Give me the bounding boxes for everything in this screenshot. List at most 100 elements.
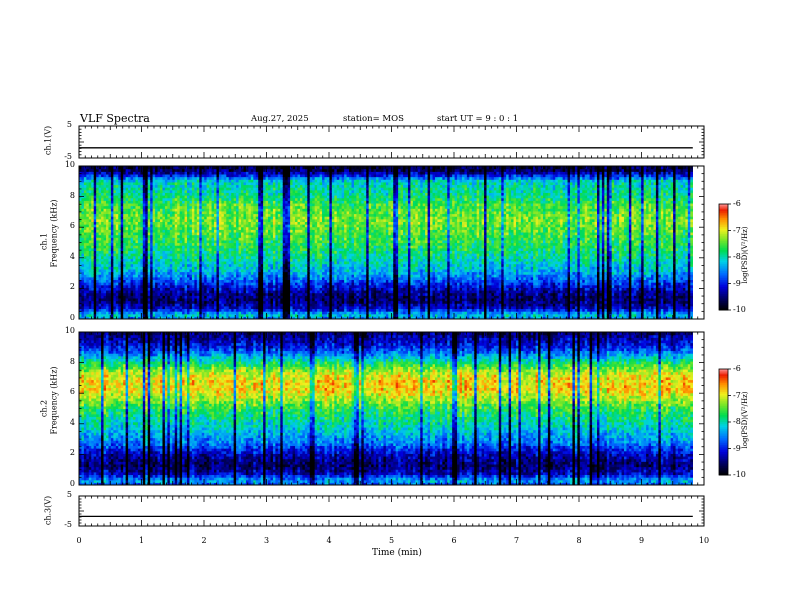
- spectrogram-cell: [167, 247, 171, 252]
- spectrogram-cell: [88, 184, 92, 188]
- spectrogram-cell: [103, 221, 107, 225]
- spectrogram-cell: [123, 295, 127, 299]
- spectrogram-cell: [184, 231, 188, 236]
- spectrogram-cell: [182, 237, 186, 241]
- spectrogram-cell: [103, 279, 107, 283]
- spectrogram-cell: [150, 239, 154, 244]
- spectrogram-cell: [157, 192, 161, 196]
- spectrogram-cell: [86, 192, 90, 196]
- spectrogram-cell: [184, 208, 188, 212]
- spectrogram-cell: [157, 181, 161, 186]
- spectrogram-cell: [182, 292, 186, 296]
- spectrogram-cell: [167, 289, 171, 294]
- spectrogram-cell: [182, 295, 186, 299]
- spectrogram-cell: [162, 313, 166, 317]
- spectrogram-cell: [147, 282, 151, 286]
- spectrogram-cell: [172, 179, 176, 183]
- spectrogram-cell: [152, 184, 156, 188]
- spectrogram-cell: [96, 255, 100, 259]
- spectrogram-cell: [98, 260, 102, 265]
- spectrogram-cell: [106, 287, 110, 291]
- spectrogram-cell: [201, 218, 205, 222]
- spectrogram-cell: [189, 268, 193, 273]
- spectrogram-cell: [83, 239, 87, 244]
- spectrogram-cell: [179, 276, 183, 281]
- spectrogram-cell: [169, 221, 173, 225]
- spectrogram-cell: [98, 263, 102, 267]
- spectrogram-cell: [196, 316, 200, 319]
- spectrogram-cell: [137, 221, 141, 225]
- spectrogram-cell: [103, 245, 107, 249]
- spectrogram-cell: [196, 247, 200, 252]
- spectrogram-cell: [91, 245, 95, 249]
- spectrogram-cell: [155, 176, 159, 180]
- spectrogram-cell: [179, 210, 183, 215]
- spectrogram-cell: [133, 247, 137, 252]
- spectrogram-cell: [209, 303, 213, 307]
- spectrogram-cell: [133, 234, 137, 238]
- spectrogram-cell: [179, 242, 183, 246]
- spectrogram-cell: [79, 226, 83, 230]
- spectrogram-cell: [123, 250, 127, 254]
- spectrogram-cell: [157, 242, 161, 246]
- spectrogram-cell: [98, 200, 102, 204]
- spectrogram-cell: [167, 276, 171, 281]
- spectrogram-cell: [164, 202, 168, 207]
- spectrogram-cell: [152, 221, 156, 225]
- spectrogram-cell: [157, 231, 161, 236]
- spectrogram-cell: [199, 221, 203, 225]
- spectrogram-cell: [206, 216, 210, 220]
- spectrogram-cell: [206, 237, 210, 241]
- spectrogram-cell: [106, 187, 110, 191]
- spectrogram-cell: [128, 297, 132, 302]
- spectrogram-cell: [133, 253, 137, 257]
- spectrogram-cell: [115, 276, 119, 281]
- spectrogram-cell: [177, 289, 181, 294]
- spectrogram-cell: [79, 282, 83, 286]
- spectrogram-cell: [191, 279, 195, 283]
- spectrogram-cell: [125, 274, 129, 278]
- spectrogram-cell: [191, 258, 195, 262]
- spectrogram-cell: [96, 187, 100, 191]
- spectrogram-cell: [137, 202, 141, 207]
- spectrogram-cell: [174, 311, 178, 315]
- spectrogram-cell: [189, 313, 193, 317]
- spectrogram-cell: [150, 247, 154, 252]
- spectrogram-cell: [174, 166, 178, 170]
- spectrogram-cell: [162, 210, 166, 215]
- spectrogram-cell: [125, 245, 129, 249]
- spectrogram-cell: [120, 221, 124, 225]
- spectrogram-cell: [194, 289, 198, 294]
- spectrogram-cell: [120, 239, 124, 244]
- spectrogram-cell: [206, 179, 210, 183]
- spectrogram-cell: [150, 205, 154, 209]
- spectrogram-cell: [120, 303, 124, 307]
- spectrogram-cell: [189, 181, 193, 186]
- spectrogram-cell: [201, 226, 205, 230]
- spectrogram-cell: [160, 253, 164, 257]
- spectrogram-cell: [147, 311, 151, 315]
- spectrogram-cell: [88, 282, 92, 286]
- spectrogram-cell: [145, 189, 149, 193]
- spectrogram-cell: [83, 297, 87, 302]
- spectrogram-cell: [147, 303, 151, 307]
- spectrogram-cell: [164, 284, 168, 288]
- spectrogram-cell: [157, 234, 161, 238]
- spectrogram-cell: [174, 279, 178, 283]
- spectrogram-cell: [160, 187, 164, 191]
- spectrogram-cell: [191, 224, 195, 228]
- spectrogram-cell: [187, 176, 191, 180]
- spectrogram-cell: [118, 202, 122, 207]
- spectrogram-cell: [115, 179, 119, 183]
- spectrogram-cell: [155, 229, 159, 233]
- spectrogram-cell: [172, 221, 176, 225]
- spectrogram-cell: [162, 173, 166, 178]
- spectrogram-cell: [103, 316, 107, 319]
- spectrogram-cell: [118, 276, 122, 281]
- spectrogram-cell: [191, 210, 195, 215]
- spectrogram-cell: [191, 218, 195, 222]
- spectrogram-cell: [108, 226, 112, 230]
- spectrogram-cell: [177, 181, 181, 186]
- spectrogram-cell: [96, 234, 100, 238]
- spectrogram-cell: [130, 274, 134, 278]
